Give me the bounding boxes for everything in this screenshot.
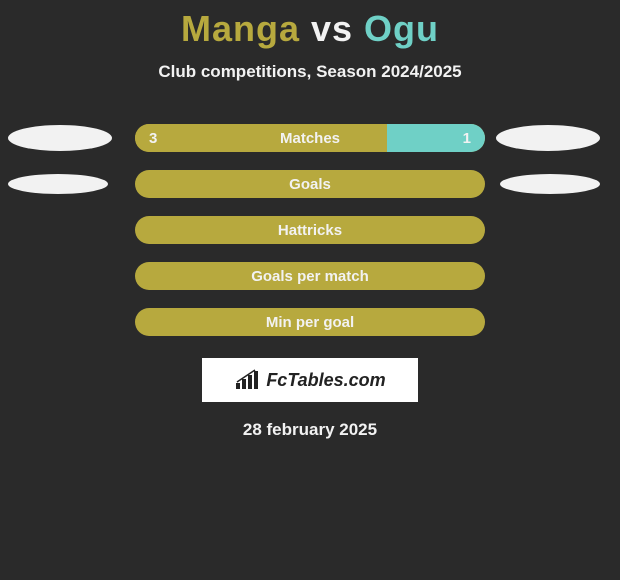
stat-row: Goals per match (0, 262, 620, 290)
stat-rows: Matches3 1 Goals Hattricks Goals per match Mi… (0, 124, 620, 336)
stat-bar: Hattricks (135, 216, 485, 244)
stat-bar: Matches3 1 (135, 124, 485, 152)
bar-label: Matches (135, 124, 485, 152)
player2-name: Ogu (364, 8, 439, 49)
bar-label: Goals per match (135, 262, 485, 290)
bar-label: Min per goal (135, 308, 485, 336)
bar-label: Goals (135, 170, 485, 198)
chart-icon (234, 369, 262, 391)
avatar-right (496, 125, 600, 151)
player1-name: Manga (181, 8, 300, 49)
stat-row: Min per goal (0, 308, 620, 336)
subtitle: Club competitions, Season 2024/2025 (0, 62, 620, 82)
avatar-right (500, 174, 600, 194)
bar-value-right: 1 (463, 124, 471, 152)
page-title: Manga vs Ogu (0, 0, 620, 50)
date-text: 28 february 2025 (0, 420, 620, 440)
avatar-left (8, 174, 108, 194)
stat-bar: Goals per match (135, 262, 485, 290)
avatar-left (8, 125, 112, 151)
bar-label: Hattricks (135, 216, 485, 244)
stat-bar: Goals (135, 170, 485, 198)
stat-row: Goals (0, 170, 620, 198)
stat-row: Hattricks (0, 216, 620, 244)
stat-row: Matches3 1 (0, 124, 620, 152)
logo-box: FcTables.com (202, 358, 418, 402)
bar-value-left: 3 (149, 124, 157, 152)
vs-text: vs (311, 8, 353, 49)
logo-text: FcTables.com (266, 370, 385, 391)
stat-bar: Min per goal (135, 308, 485, 336)
